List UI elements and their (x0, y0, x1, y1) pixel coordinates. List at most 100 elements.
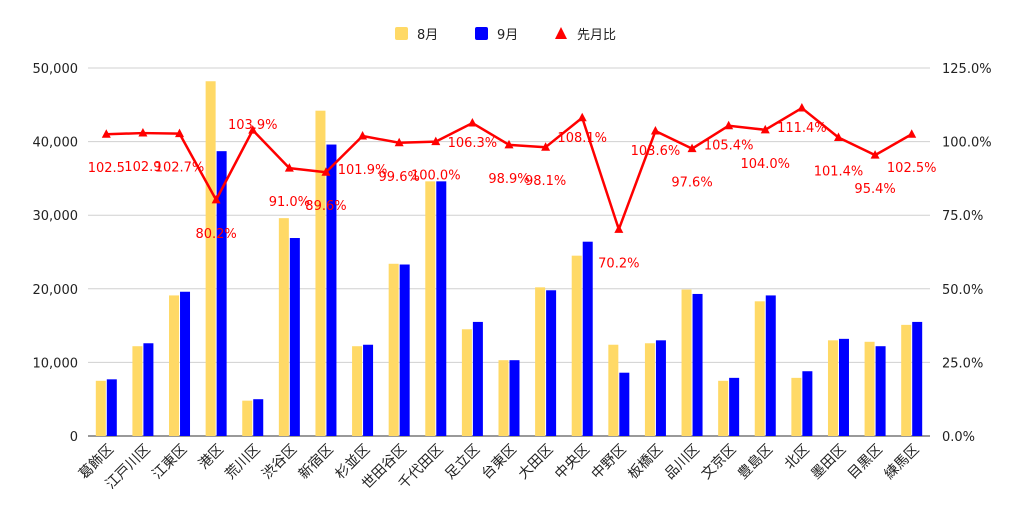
y-right-tick-label: 50.0% (942, 283, 983, 298)
bar-sep (363, 344, 374, 436)
bar-aug (718, 380, 729, 436)
ratio-point (650, 126, 660, 135)
bar-sep (326, 144, 337, 436)
ratio-data-label: 101.9% (338, 163, 388, 178)
bar-aug (132, 346, 143, 436)
bar-aug (278, 218, 289, 436)
bar-sep (546, 290, 557, 436)
bar-sep (692, 293, 703, 436)
bar-aug (205, 81, 216, 437)
ratio-point (284, 163, 294, 172)
y-left-tick-label: 50,000 (33, 62, 79, 77)
ratio-data-label: 101.4% (814, 164, 864, 179)
bar-sep (912, 321, 923, 436)
x-tick-label: 目黒区 (845, 442, 886, 483)
bar-sep (106, 379, 117, 436)
bar-sep (253, 399, 264, 436)
bar-sep (216, 151, 227, 436)
bar-sep (875, 346, 886, 436)
ratio-data-label: 104.0% (740, 157, 790, 172)
bar-aug (425, 181, 436, 436)
bar-sep (838, 338, 849, 436)
y-left-tick-label: 10,000 (33, 356, 79, 371)
bar-sep (765, 295, 776, 436)
y-right-tick-label: 100.0% (942, 136, 992, 151)
x-tick-label: 港区 (196, 442, 227, 473)
y-left-tick-label: 20,000 (33, 283, 79, 298)
y-left-tick-label: 40,000 (33, 136, 79, 151)
x-tick-label: 荒川区 (223, 442, 264, 483)
x-tick-label: 豊島区 (735, 442, 776, 483)
ratio-point (907, 129, 917, 138)
x-tick-label: 品川区 (662, 442, 703, 483)
ratio-point (138, 128, 148, 137)
bar-aug (827, 340, 838, 436)
x-tick-label: 文京区 (698, 442, 739, 483)
ratio-data-label: 102.9 (124, 160, 161, 175)
ratio-point (467, 118, 477, 127)
ratio-data-label: 103.6% (631, 144, 681, 159)
bar-sep (729, 377, 740, 436)
x-tick-label: 板橋区 (625, 442, 666, 483)
x-tick-label: 墨田区 (808, 442, 849, 483)
legend-label: 8月 (417, 28, 438, 43)
ratio-data-label: 97.6% (671, 176, 712, 191)
bar-sep (655, 340, 666, 436)
bar-sep (509, 360, 520, 436)
ratio-point (358, 131, 368, 140)
bar-aug (681, 289, 692, 436)
bar-aug (388, 263, 399, 436)
ratio-point (175, 128, 185, 138)
ratio-point (321, 167, 331, 176)
x-tick-label: 新宿区 (295, 441, 337, 483)
x-tick-label: 中央区 (552, 442, 593, 483)
ratio-data-label: 111.4% (777, 121, 827, 136)
ratio-data-label: 98.9% (488, 172, 529, 187)
ratio-point (431, 136, 441, 146)
bar-sep (143, 343, 154, 436)
bar-sep (436, 181, 447, 436)
ratio-point (687, 143, 697, 153)
bar-sep (802, 371, 813, 436)
bar-aug (169, 295, 180, 436)
legend-marker-ratio (555, 27, 567, 39)
ratio-point (614, 224, 624, 233)
ratio-data-label: 80.2% (195, 227, 236, 242)
ratio-data-label: 102.5% (887, 161, 937, 176)
ratio-data-label: 105.4% (704, 139, 754, 154)
x-tick-label: 北区 (782, 442, 813, 473)
bar-aug (242, 400, 253, 436)
bar-aug (535, 287, 546, 436)
ratio-data-label: 98.1% (525, 174, 566, 189)
y-left-tick-label: 30,000 (33, 209, 79, 224)
ratio-point (101, 129, 111, 138)
ratio-point (504, 139, 514, 149)
ratio-data-label: 108.1% (557, 131, 607, 146)
x-tick-label: 足立区 (442, 442, 483, 483)
bar-aug (608, 344, 619, 436)
x-tick-label: 練馬区 (882, 442, 923, 483)
x-tick-label: 大田区 (515, 442, 556, 483)
ratio-data-label: 103.9% (228, 118, 278, 133)
legend-label: 9月 (497, 28, 518, 43)
bar-aug (315, 110, 326, 437)
bar-aug (901, 324, 912, 436)
ratio-data-label: 102.7% (155, 161, 205, 176)
ratio-point (760, 124, 770, 134)
bar-aug (498, 360, 509, 436)
bar-aug (864, 341, 875, 436)
ratio-point (577, 112, 587, 122)
bar-aug (461, 329, 472, 436)
ratio-data-label: 89.6% (305, 199, 346, 214)
x-tick-label: 江東区 (149, 442, 190, 483)
x-tick-label: 台東区 (479, 442, 520, 483)
bar-aug (352, 346, 363, 436)
x-tick-label: 中野区 (589, 442, 630, 483)
y-right-tick-label: 0.0% (942, 430, 975, 445)
bar-sep (619, 372, 630, 436)
y-right-tick-label: 125.0% (942, 62, 992, 77)
bar-sep (399, 264, 410, 436)
ratio-point (724, 120, 734, 130)
